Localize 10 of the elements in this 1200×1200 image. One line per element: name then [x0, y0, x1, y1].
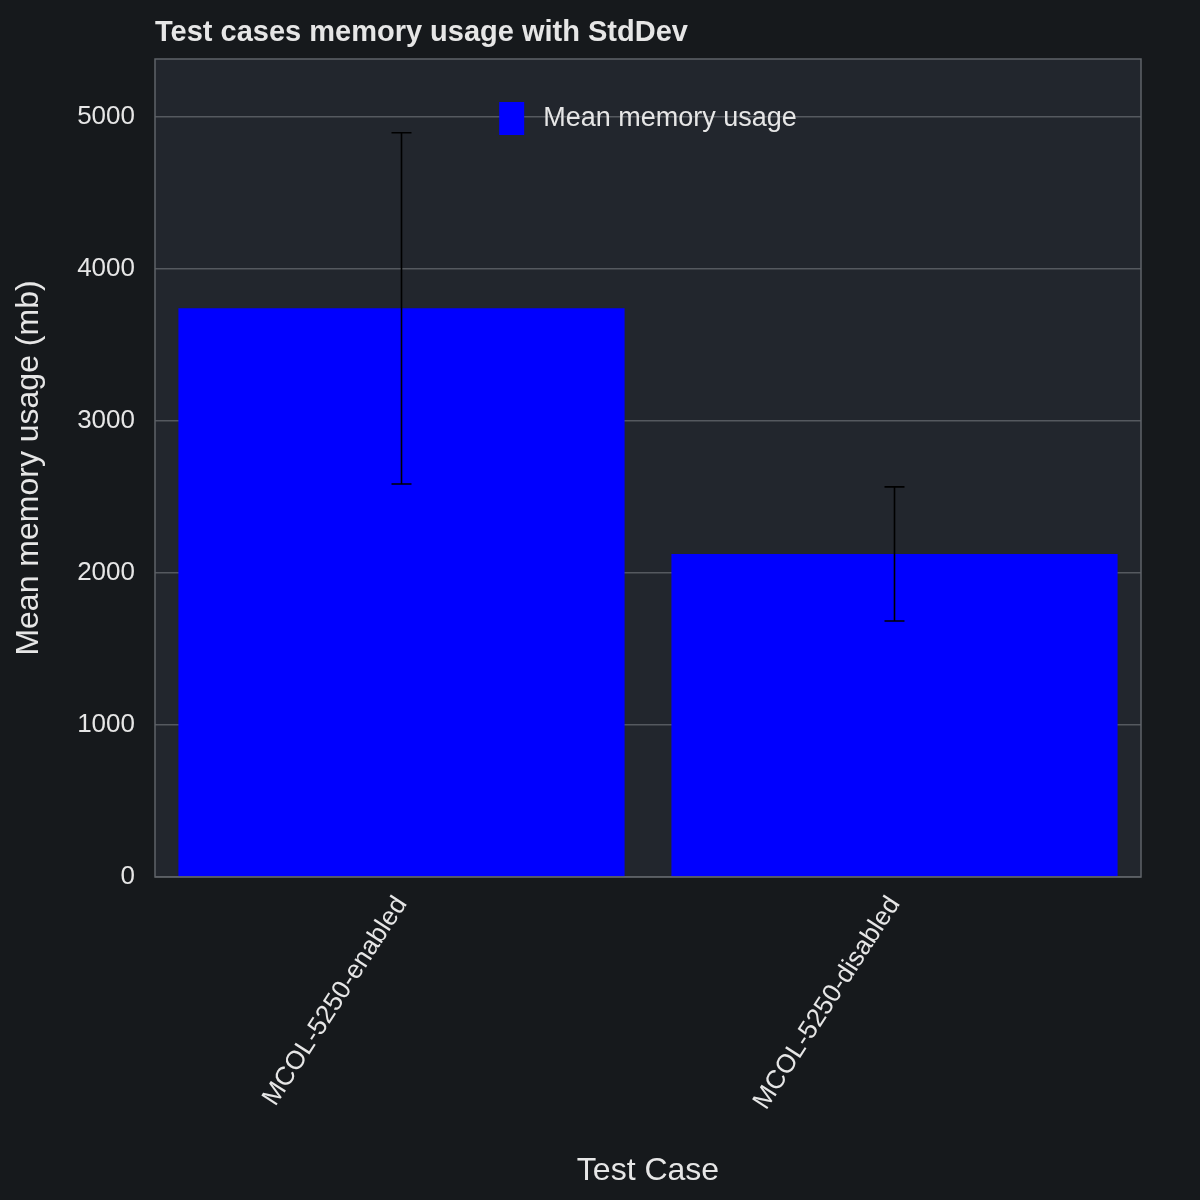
legend-label: Mean memory usage	[543, 101, 797, 132]
y-tick-label: 4000	[77, 251, 135, 282]
y-tick-label: 5000	[77, 99, 135, 130]
y-tick-label: 2000	[77, 556, 135, 587]
y-tick-label: 3000	[77, 404, 135, 435]
chart-title: Test cases memory usage with StdDev	[155, 15, 688, 47]
y-axis-title: Mean memory usage (mb)	[9, 280, 46, 656]
x-axis-title: Test Case	[576, 1150, 720, 1187]
y-tick-label: 1000	[77, 708, 135, 739]
y-tick-label: 0	[120, 860, 135, 891]
